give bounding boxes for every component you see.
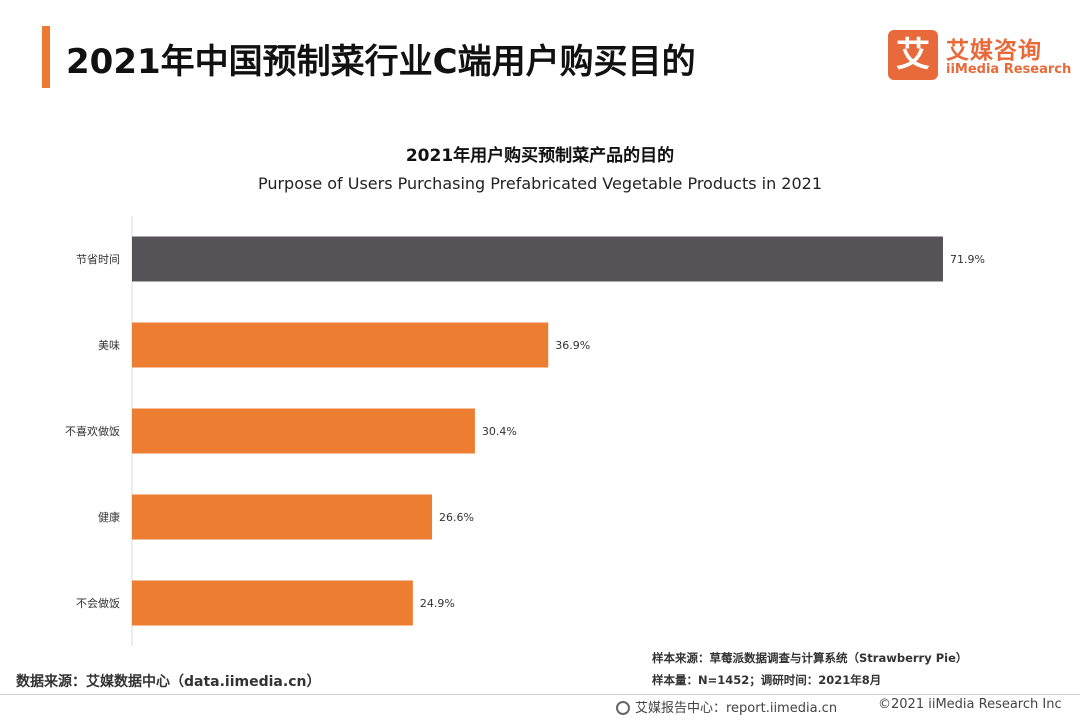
value-label-1: 36.9% xyxy=(555,339,590,352)
category-label-0: 节省时间 xyxy=(76,253,120,266)
value-label-2: 30.4% xyxy=(482,425,517,438)
logo-name-en: iiMedia Research xyxy=(946,62,1072,77)
bar-0 xyxy=(132,236,943,282)
globe-icon xyxy=(616,701,630,715)
sample-source-note: 样本来源：草莓派数据调查与计算系统（Strawberry Pie） xyxy=(652,651,968,665)
footer-divider xyxy=(0,694,1080,695)
category-label-2: 不喜欢做饭 xyxy=(65,424,120,438)
bar-2 xyxy=(132,408,475,454)
data-source-note: 数据来源：艾媒数据中心（data.iimedia.cn） xyxy=(16,674,321,690)
sample-size-note: 样本量：N=1452；调研时间：2021年8月 xyxy=(652,673,882,687)
category-label-1: 美味 xyxy=(98,339,120,352)
logo-name-cn: 艾媒咨询 xyxy=(946,38,1042,64)
title-accent-bar xyxy=(42,26,50,88)
footer-report-link[interactable]: 艾媒报告中心：report.iimedia.cn xyxy=(616,697,837,716)
value-label-0: 71.9% xyxy=(950,253,985,266)
iimedia-logo: 艾 艾媒咨询 iiMedia Research xyxy=(888,30,1071,86)
chart-subtitle: Purpose of Users Purchasing Prefabricate… xyxy=(257,174,823,193)
value-label-3: 26.6% xyxy=(439,511,474,524)
logo-mark-glyph: 艾 xyxy=(896,35,930,75)
logo-mark-icon xyxy=(888,30,938,80)
bar-3 xyxy=(132,494,433,540)
bar-4 xyxy=(132,580,413,626)
category-label-3: 健康 xyxy=(98,510,120,524)
value-label-4: 24.9% xyxy=(420,597,455,610)
bar-1 xyxy=(132,322,549,368)
footer-report-text: 艾媒报告中心：report.iimedia.cn xyxy=(635,701,838,716)
chart-title: 2021年用户购买预制菜产品的目的 xyxy=(405,146,675,166)
page-title: 2021年中国预制菜行业C端用户购买目的 xyxy=(66,42,696,82)
category-label-4: 不会做饭 xyxy=(76,596,120,610)
footer-copyright: ©2021 iiMedia Research Inc xyxy=(878,697,1062,712)
